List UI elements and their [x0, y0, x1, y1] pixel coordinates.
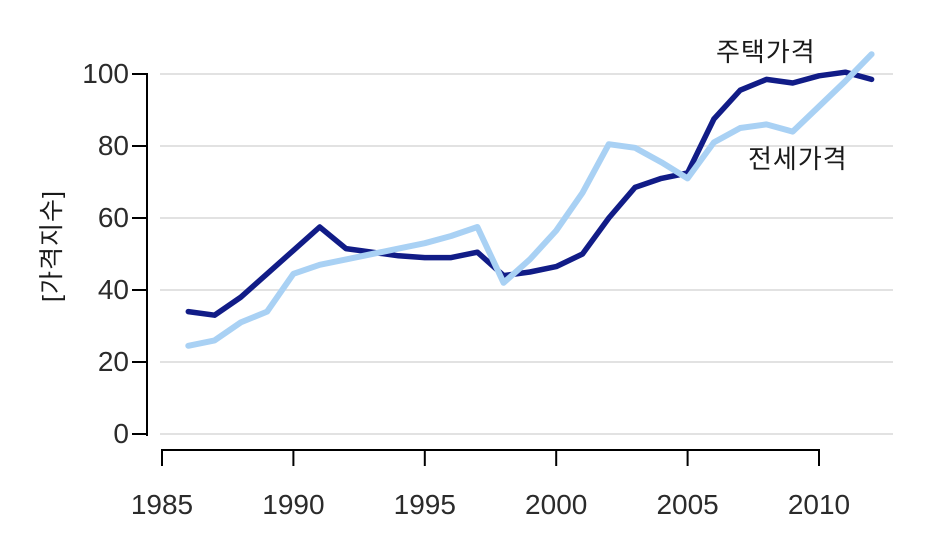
y-tick-label: 100 [82, 58, 129, 89]
x-tick-label: 2010 [788, 489, 850, 520]
y-axis-title: [가격지수] [38, 190, 66, 302]
y-tick-label: 80 [98, 130, 129, 161]
x-tick-label: 2005 [656, 489, 718, 520]
y-tick-label: 40 [98, 274, 129, 305]
x-tick-label: 1985 [131, 489, 193, 520]
series-label-housing-price: 주택가격 [716, 37, 816, 67]
housing-price-line [185, 69, 875, 318]
series-label-jeonse-price: 전세가격 [748, 144, 848, 174]
y-tick-label: 60 [98, 202, 129, 233]
y-tick-label: 0 [113, 418, 129, 449]
x-tick-label: 2000 [525, 489, 587, 520]
x-tick-label: 1995 [394, 489, 456, 520]
x-tick-label: 1990 [262, 489, 324, 520]
jeonse-price-line [185, 51, 875, 349]
y-tick-label: 20 [98, 346, 129, 377]
